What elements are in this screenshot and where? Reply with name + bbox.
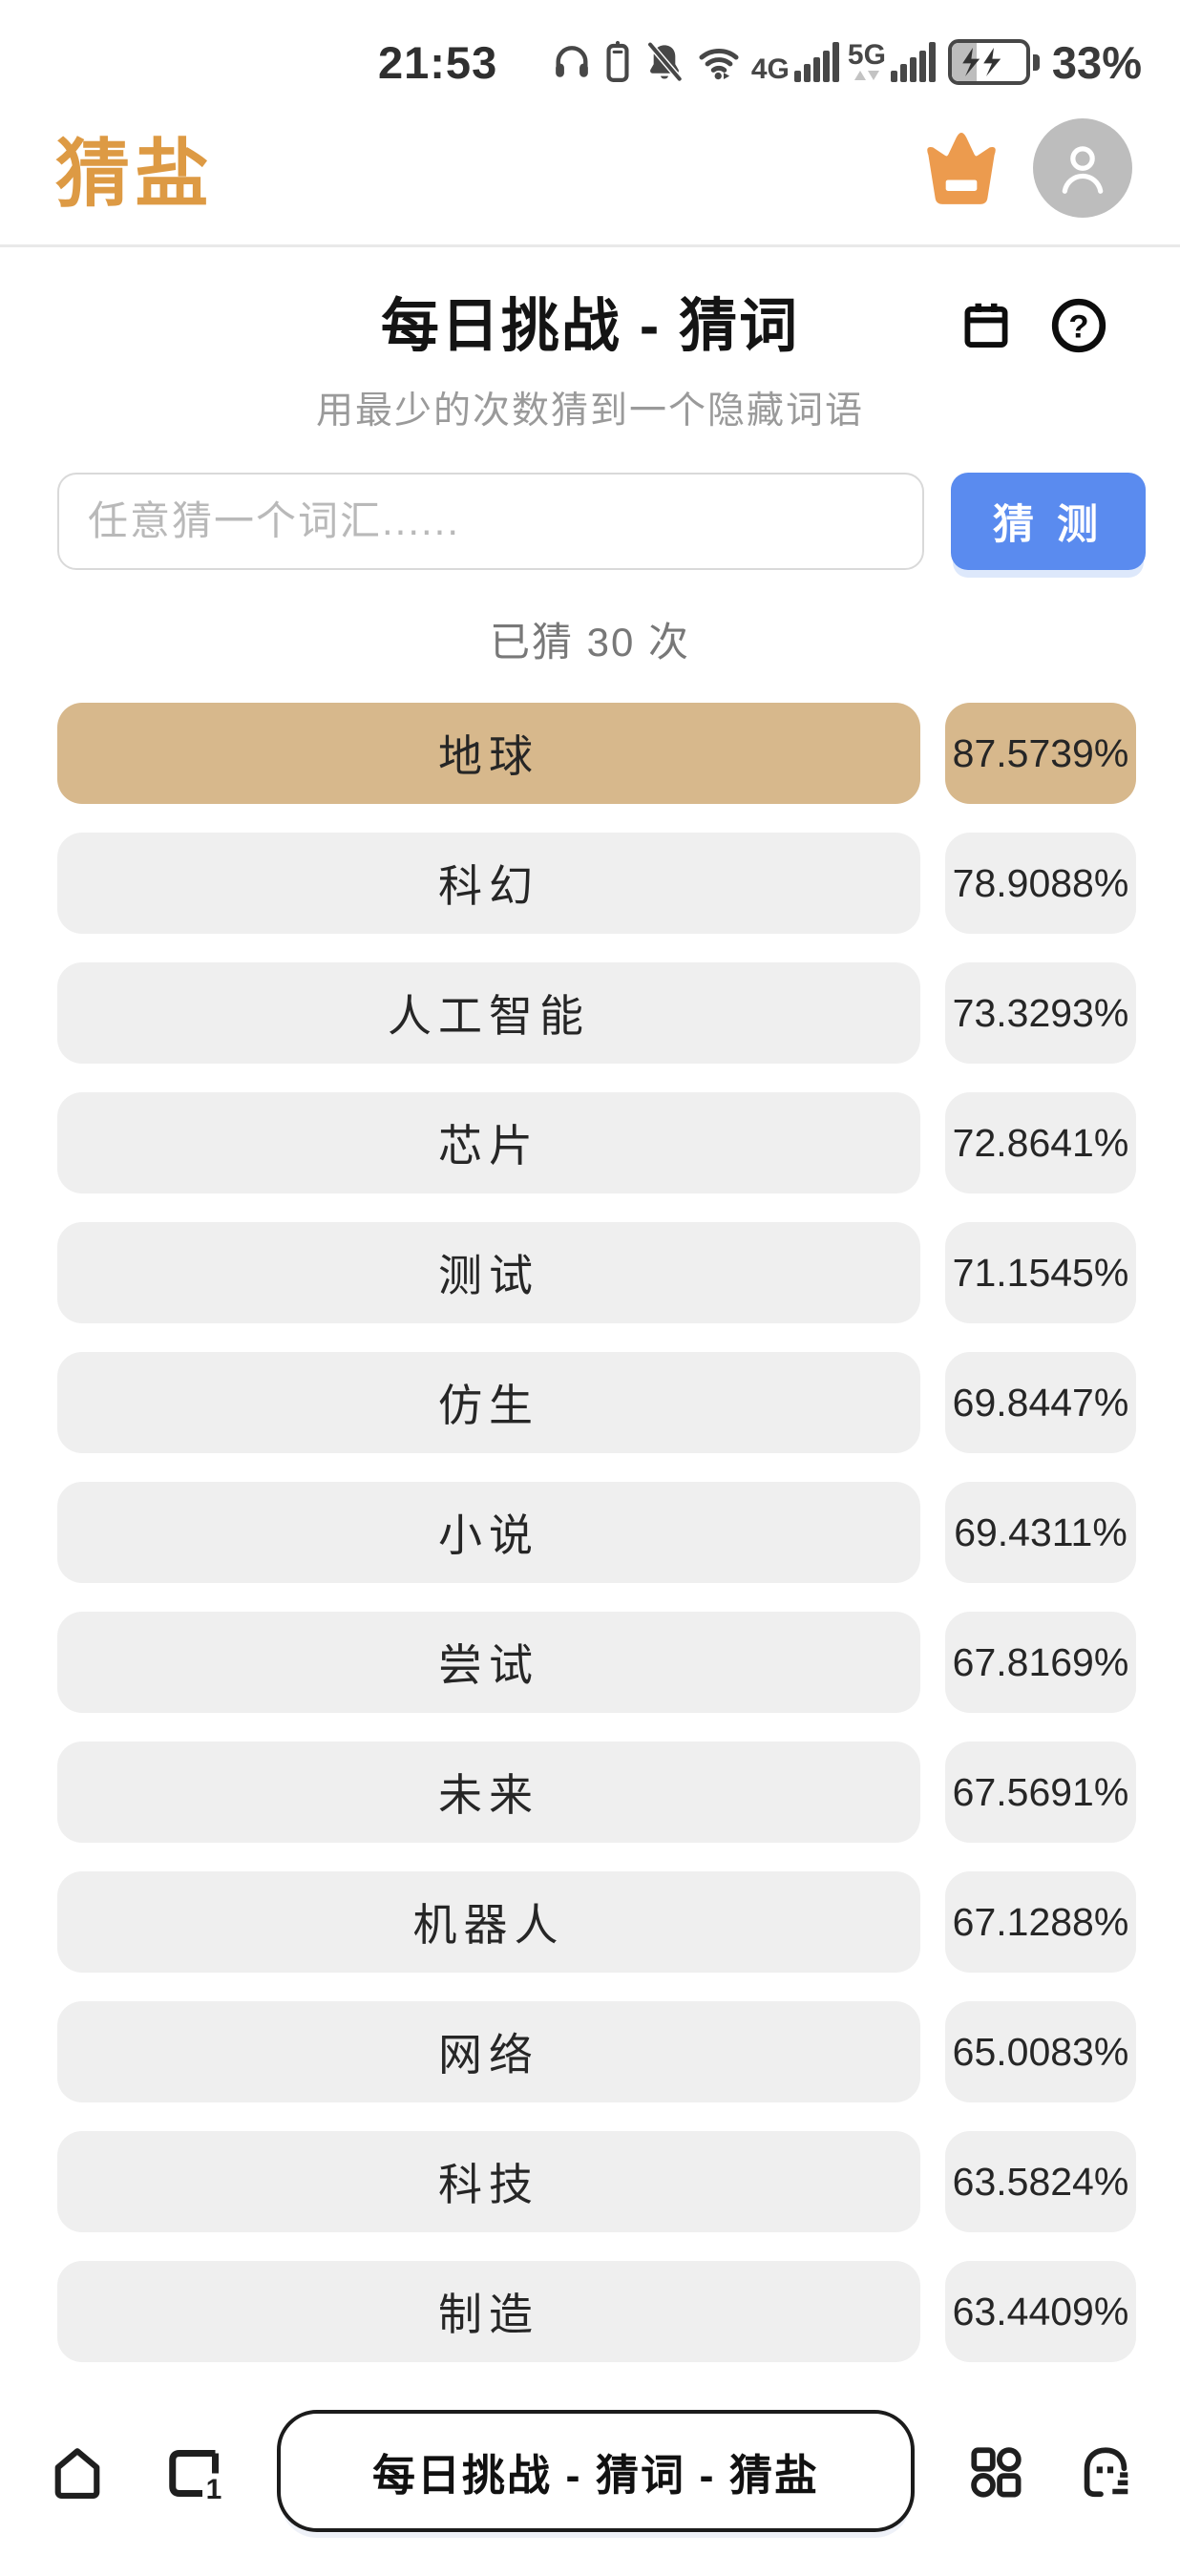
address-bar[interactable]: 每日挑战 - 猜词 - 猜盐 bbox=[277, 2410, 915, 2532]
crown-vip-button[interactable] bbox=[915, 122, 1008, 214]
guess-row: 科幻 78.9088% bbox=[57, 833, 1136, 934]
guess-row: 尝试 67.8169% bbox=[57, 1612, 1136, 1713]
wifi-icon bbox=[695, 40, 743, 84]
guess-similarity: 78.9088% bbox=[945, 833, 1136, 934]
guess-word: 机器人 bbox=[57, 1871, 920, 1973]
guess-word: 科技 bbox=[57, 2131, 920, 2232]
guess-count: 已猜 30 次 bbox=[489, 620, 691, 665]
headphones-icon bbox=[551, 41, 593, 83]
guess-row: 制造 63.4409% bbox=[57, 2261, 1136, 2362]
avatar[interactable] bbox=[1033, 118, 1132, 218]
guess-word: 网络 bbox=[57, 2001, 920, 2102]
guess-word: 小说 bbox=[57, 1482, 920, 1583]
guess-row: 未来 67.5691% bbox=[57, 1742, 1136, 1843]
guess-word: 尝试 bbox=[57, 1612, 920, 1713]
guess-row: 仿生 69.8447% bbox=[57, 1352, 1136, 1453]
apps-grid-button[interactable] bbox=[965, 2441, 1024, 2501]
signal-5g-icon: 5G bbox=[847, 39, 936, 82]
battery-charging-icon bbox=[947, 39, 1040, 85]
guess-row: 地球 87.5739% bbox=[57, 703, 1136, 804]
device-icon bbox=[601, 40, 634, 84]
clock: 21:53 bbox=[378, 37, 498, 88]
page-subtitle: 用最少的次数猜到一个隐藏词语 bbox=[315, 391, 864, 432]
guess-similarity: 72.8641% bbox=[945, 1092, 1136, 1193]
notifications-off-icon bbox=[643, 40, 686, 84]
guess-input-row: 猜 测 bbox=[57, 473, 1146, 570]
help-glyph: ? bbox=[1068, 308, 1088, 345]
guess-similarity: 71.1545% bbox=[945, 1222, 1136, 1323]
guess-word: 测试 bbox=[57, 1222, 920, 1323]
guess-row: 测试 71.1545% bbox=[57, 1222, 1136, 1323]
guess-row: 科技 63.5824% bbox=[57, 2131, 1136, 2232]
guess-row: 人工智能 73.3293% bbox=[57, 962, 1136, 1064]
app-header: 猜盐 bbox=[0, 99, 1180, 247]
guess-row: 小说 69.4311% bbox=[57, 1482, 1136, 1583]
user-icon bbox=[1062, 146, 1104, 194]
network-5g-label: 5G bbox=[847, 39, 886, 71]
signal-4g-icon: 4G bbox=[750, 42, 839, 85]
guess-similarity: 73.3293% bbox=[945, 962, 1136, 1064]
network-4g-label: 4G bbox=[750, 53, 790, 85]
guess-input[interactable] bbox=[57, 473, 924, 570]
guess-word: 制造 bbox=[57, 2261, 920, 2362]
guess-word: 地球 bbox=[57, 703, 920, 804]
guess-row: 机器人 67.1288% bbox=[57, 1871, 1136, 1973]
battery-percent: 33% bbox=[1051, 36, 1142, 88]
guess-word: 仿生 bbox=[57, 1352, 920, 1453]
guess-button[interactable]: 猜 测 bbox=[951, 473, 1146, 570]
guess-similarity: 63.4409% bbox=[945, 2261, 1136, 2362]
guess-similarity: 67.8169% bbox=[945, 1612, 1136, 1713]
guess-word: 芯片 bbox=[57, 1092, 920, 1193]
guess-similarity: 87.5739% bbox=[945, 703, 1136, 804]
guess-row: 芯片 72.8641% bbox=[57, 1092, 1136, 1193]
guess-similarity: 67.1288% bbox=[945, 1871, 1136, 1973]
status-icons: 4G 5G 33% bbox=[551, 36, 1142, 88]
status-bar: 21:53 bbox=[0, 0, 1180, 99]
guess-similarity: 65.0083% bbox=[945, 2001, 1136, 2102]
guess-word: 未来 bbox=[57, 1742, 920, 1843]
calendar-icon[interactable] bbox=[959, 298, 1014, 353]
guess-similarity: 69.4311% bbox=[945, 1482, 1136, 1583]
tab-count: 1 bbox=[206, 2474, 222, 2504]
signal-bars-4g bbox=[793, 42, 839, 82]
signal-bars-5g bbox=[890, 42, 936, 82]
title-row: 每日挑战 - 猜词 ? bbox=[0, 289, 1180, 362]
guess-similarity: 69.8447% bbox=[945, 1352, 1136, 1453]
help-icon[interactable]: ? bbox=[1048, 295, 1109, 356]
browser-bottom-bar: 1 每日挑战 - 猜词 - 猜盐 bbox=[0, 2391, 1180, 2576]
guess-word: 科幻 bbox=[57, 833, 920, 934]
profile-button[interactable] bbox=[1075, 2440, 1136, 2502]
guess-similarity: 63.5824% bbox=[945, 2131, 1136, 2232]
home-button[interactable] bbox=[46, 2439, 109, 2502]
guess-list: 地球 87.5739% 科幻 78.9088% 人工智能 73.3293% 芯片… bbox=[0, 703, 1180, 2391]
guess-word: 人工智能 bbox=[57, 962, 920, 1064]
guess-similarity: 67.5691% bbox=[945, 1742, 1136, 1843]
page-title: 每日挑战 - 猜词 bbox=[380, 293, 800, 358]
guess-row: 网络 65.0083% bbox=[57, 2001, 1136, 2102]
data-activity-arrows bbox=[853, 71, 879, 82]
tabs-button[interactable]: 1 bbox=[159, 2438, 226, 2504]
app-logo: 猜盐 bbox=[55, 132, 215, 216]
